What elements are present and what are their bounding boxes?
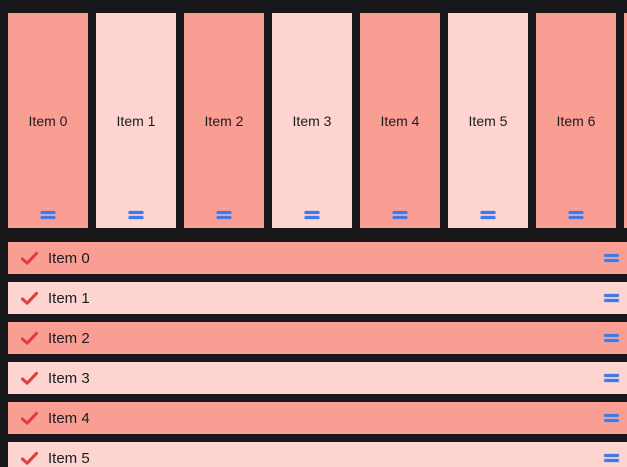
drag-handle-icon[interactable]: [40, 211, 56, 219]
drag-handle-icon[interactable]: [304, 211, 320, 219]
drag-handle-icon[interactable]: [604, 294, 619, 302]
drag-handle-icon[interactable]: [128, 211, 144, 219]
sortable-card[interactable]: [624, 13, 627, 228]
card-label: Item 6: [556, 112, 596, 129]
drag-handle-icon[interactable]: [480, 211, 496, 219]
horizontal-sortable-list: Item 0 Item 1 Item 2 Item 3 Item 4 Item …: [0, 0, 627, 228]
sortable-row[interactable]: Item 0: [8, 242, 627, 274]
card-label: Item 0: [28, 112, 68, 129]
drag-handle-icon[interactable]: [216, 211, 232, 219]
row-label: Item 2: [48, 329, 90, 347]
sortable-row[interactable]: Item 3: [8, 362, 627, 394]
drag-handle-icon[interactable]: [604, 334, 619, 342]
drag-handle-icon[interactable]: [604, 254, 619, 262]
row-label: Item 0: [48, 249, 90, 267]
card-label: Item 1: [116, 112, 156, 129]
drag-handle-icon[interactable]: [604, 454, 619, 462]
sortable-row[interactable]: Item 5: [8, 442, 627, 467]
row-label: Item 5: [48, 449, 90, 467]
drag-handle-icon[interactable]: [604, 374, 619, 382]
sortable-card[interactable]: Item 6: [536, 13, 616, 228]
sortable-row[interactable]: Item 4: [8, 402, 627, 434]
checkmark-icon: [20, 371, 39, 385]
vertical-sortable-list: Item 0 Item 1 Item 2 Item 3 Item 4 Item …: [8, 242, 627, 467]
row-label: Item 1: [48, 289, 90, 307]
card-label: Item 4: [380, 112, 420, 129]
checkmark-icon: [20, 291, 39, 305]
sortable-card[interactable]: Item 5: [448, 13, 528, 228]
checkmark-icon: [20, 411, 39, 425]
sortable-card[interactable]: Item 2: [184, 13, 264, 228]
drag-handle-icon[interactable]: [392, 211, 408, 219]
checkmark-icon: [20, 251, 39, 265]
sortable-card[interactable]: Item 3: [272, 13, 352, 228]
sortable-row[interactable]: Item 1: [8, 282, 627, 314]
checkmark-icon: [20, 331, 39, 345]
card-label: Item 2: [204, 112, 244, 129]
row-label: Item 3: [48, 369, 90, 387]
drag-handle-icon[interactable]: [604, 414, 619, 422]
sortable-card[interactable]: Item 0: [8, 13, 88, 228]
card-label: Item 3: [292, 112, 332, 129]
checkmark-icon: [20, 451, 39, 465]
card-label: Item 5: [468, 112, 508, 129]
drag-handle-icon[interactable]: [568, 211, 584, 219]
sortable-card[interactable]: Item 4: [360, 13, 440, 228]
sortable-row[interactable]: Item 2: [8, 322, 627, 354]
sortable-card[interactable]: Item 1: [96, 13, 176, 228]
row-label: Item 4: [48, 409, 90, 427]
